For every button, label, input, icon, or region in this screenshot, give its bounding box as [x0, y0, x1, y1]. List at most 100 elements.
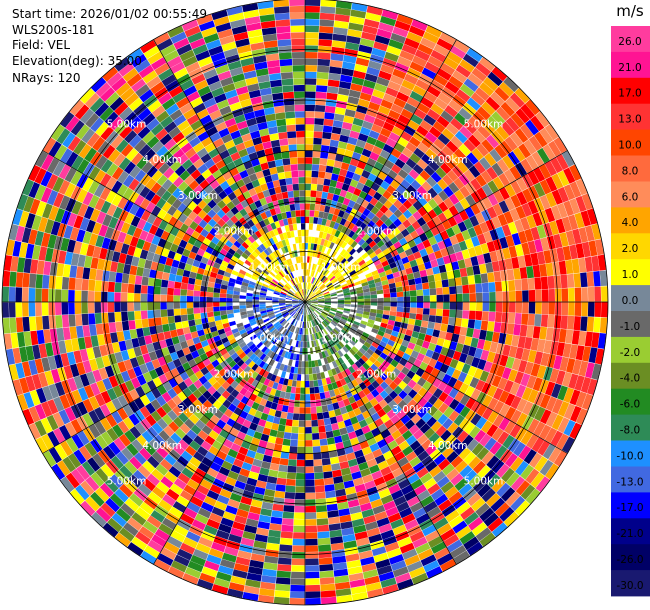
range-gate-cell [318, 298, 325, 301]
range-gate-cell [364, 480, 376, 490]
range-gate-cell [430, 49, 447, 63]
range-gate-cell [506, 323, 515, 335]
range-gate-cell [349, 158, 359, 167]
range-gate-cell [391, 266, 399, 274]
range-gate-cell [480, 243, 490, 254]
range-gate-cell [468, 310, 476, 320]
range-gate-cell [399, 50, 415, 62]
range-gate-cell [345, 191, 353, 200]
range-gate-cell [341, 314, 349, 319]
range-gate-cell [442, 309, 450, 317]
range-gate-cell [545, 262, 554, 277]
range-gate-cell [331, 422, 339, 431]
range-gate-cell [514, 500, 530, 516]
range-gate-cell [335, 312, 343, 316]
range-gate-cell [309, 292, 314, 298]
range-gate-cell [417, 434, 429, 445]
range-gate-cell [381, 336, 389, 344]
range-gate-cell [413, 344, 422, 353]
range-gate-cell [463, 374, 474, 386]
range-gate-cell [315, 104, 326, 112]
range-gate-cell [340, 128, 351, 137]
range-gate-cell [559, 356, 569, 372]
range-gate-cell [404, 467, 417, 479]
range-gate-cell [353, 320, 361, 326]
range-gate-cell [276, 570, 291, 578]
range-gate-cell [311, 284, 315, 291]
range-gate-cell [508, 245, 518, 258]
range-gate-cell [120, 302, 128, 312]
range-gate-cell [371, 244, 380, 252]
range-gate-cell [401, 339, 410, 348]
range-gate-cell [305, 446, 313, 454]
range-gate-cell [320, 6, 336, 14]
range-gate-cell [504, 197, 516, 211]
range-gate-cell [518, 143, 531, 159]
range-gate-cell [434, 250, 443, 259]
range-gate-cell [291, 571, 305, 579]
range-gate-cell [449, 235, 459, 246]
range-gate-cell [305, 341, 308, 348]
range-gate-cell [421, 137, 434, 149]
range-gate-cell [353, 187, 362, 197]
range-gate-cell [186, 308, 194, 315]
range-gate-cell [462, 302, 470, 311]
range-gate-cell [513, 324, 521, 336]
range-gate-cell [525, 99, 540, 116]
range-gate-cell [128, 320, 136, 330]
range-gate-cell [421, 320, 429, 328]
range-gate-cell [492, 203, 504, 216]
range-gate-cell [282, 518, 294, 526]
range-gate-cell [22, 302, 29, 317]
range-gate-cell [317, 58, 331, 67]
range-gate-cell [449, 253, 458, 263]
range-gate-cell [444, 157, 457, 170]
range-gate-cell [383, 368, 392, 377]
range-gate-cell [551, 189, 563, 205]
range-gate-cell [515, 384, 527, 398]
range-gate-cell [499, 186, 510, 200]
range-gate-cell [341, 183, 350, 192]
range-gate-cell [341, 527, 355, 536]
range-gate-cell [381, 429, 391, 439]
range-gate-cell [514, 371, 524, 385]
range-gate-cell [342, 271, 349, 277]
range-gate-cell [305, 38, 319, 46]
range-gate-cell [546, 235, 556, 250]
range-gate-cell [94, 313, 102, 324]
range-gate-cell [320, 224, 326, 232]
range-gate-cell [409, 307, 417, 314]
range-gate-cell [351, 232, 359, 241]
range-gate-cell [591, 363, 602, 380]
range-gate-cell [464, 182, 476, 195]
range-gate-cell [308, 314, 311, 321]
range-gate-cell [446, 324, 455, 334]
range-gate-cell [353, 353, 361, 361]
range-gate-cell [440, 162, 452, 174]
range-gate-cell [511, 232, 521, 246]
range-gate-cell [387, 363, 396, 373]
range-gate-cell [527, 389, 539, 404]
range-gate-cell [356, 537, 370, 547]
range-gate-cell [429, 465, 442, 478]
range-gate-cell [496, 158, 509, 173]
range-gate-cell [409, 530, 425, 543]
range-gate-cell [392, 404, 402, 415]
range-gate-cell [591, 255, 600, 272]
range-gate-cell [316, 518, 329, 526]
range-gate-cell [28, 288, 36, 302]
range-gate-cell [55, 289, 62, 302]
range-gate-cell [500, 487, 516, 502]
range-gate-cell [312, 320, 316, 327]
range-gate-cell [576, 408, 588, 425]
range-gate-cell [471, 357, 481, 368]
range-gate-cell [355, 139, 366, 149]
range-gate-cell [284, 498, 295, 506]
range-gate-cell [582, 241, 591, 258]
range-gate-cell [349, 269, 357, 276]
range-gate-cell [384, 240, 394, 249]
range-gate-cell [428, 252, 437, 262]
range-gate-cell [545, 411, 558, 428]
range-gate-cell [390, 292, 397, 298]
range-gate-cell [357, 307, 364, 312]
